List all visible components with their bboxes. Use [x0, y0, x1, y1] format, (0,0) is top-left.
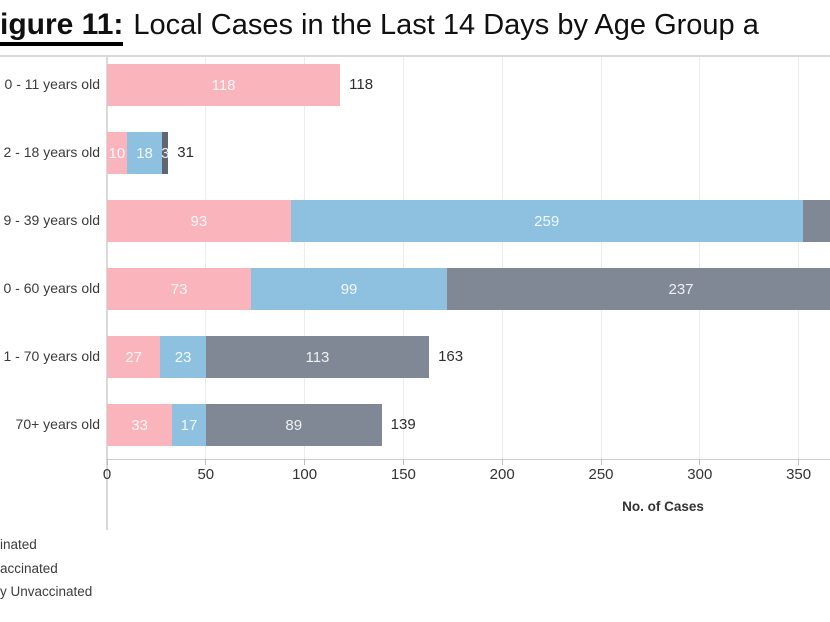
category-label: 9 - 39 years old — [3, 212, 101, 228]
bar-value-label: 23 — [174, 348, 192, 366]
panel-border-top — [0, 55, 830, 57]
category-label: 1 - 70 years old — [3, 348, 101, 364]
axis-tick — [699, 459, 701, 465]
axis-tick-label: 0 — [102, 466, 112, 483]
bar-value-label: 259 — [534, 212, 560, 230]
bar-value-label: 73 — [170, 280, 188, 298]
bar-value-label: 237 — [668, 280, 694, 298]
bar-value-label: 99 — [340, 280, 358, 298]
axis-tick-label: 300 — [687, 466, 713, 483]
x-axis-title: No. of Cases — [622, 499, 704, 514]
gridline — [205, 57, 207, 459]
gridline — [304, 57, 306, 459]
axis-tick-label: 200 — [489, 466, 515, 483]
bar-value-label: 27 — [125, 348, 143, 366]
axis-tick-label: 100 — [292, 466, 318, 483]
bar-segment-pink[interactable]: 10 — [107, 132, 127, 174]
bar-segment-gray[interactable]: 89 — [205, 404, 382, 446]
gridline — [699, 57, 701, 459]
legend-item[interactable]: accinated — [0, 560, 58, 576]
bar-segment-blue[interactable]: 99 — [251, 268, 447, 310]
axis-tick-label: 150 — [390, 466, 416, 483]
bar-segment-gray[interactable]: 237 — [446, 268, 830, 310]
bar-segment-blue[interactable]: 23 — [160, 336, 206, 378]
figure-title: igure 11: Local Cases in the Last 14 Days… — [0, 8, 759, 46]
axis-tick-label: 250 — [588, 466, 614, 483]
bar-value-label: 3 — [161, 144, 170, 162]
bar-total-label: 139 — [390, 416, 416, 433]
bar-value-label: 118 — [211, 76, 236, 94]
bar-segment-pink[interactable]: 33 — [107, 404, 173, 446]
gridline — [798, 57, 800, 459]
axis-tick — [106, 459, 108, 465]
axis-tick — [402, 459, 404, 465]
figure-number: igure 11: — [0, 8, 124, 46]
bar-segment-blue[interactable]: 17 — [172, 404, 206, 446]
bar-segment-blue[interactable]: 259 — [290, 200, 803, 242]
bar-total-label: 118 — [349, 76, 374, 93]
bar-value-label: 93 — [190, 212, 208, 230]
x-axis-line — [106, 459, 830, 460]
bar-segment-blue[interactable]: 18 — [126, 132, 163, 174]
axis-tick — [600, 459, 602, 465]
gridline — [600, 57, 602, 459]
legend-item[interactable]: y Unvaccinated — [0, 584, 93, 599]
axis-tick — [798, 459, 800, 465]
axis-tick — [304, 459, 306, 465]
category-label: 0 - 11 years old — [4, 76, 100, 92]
category-label: 0 - 60 years old — [3, 280, 101, 296]
category-label: 2 - 18 years old — [3, 144, 101, 160]
category-label: 70+ years old — [15, 416, 100, 432]
bar-segment-pink[interactable]: 93 — [107, 200, 291, 242]
figure-title-text: Local Cases in the Last 14 Days by Age G… — [133, 9, 759, 41]
axis-tick-label: 350 — [786, 466, 812, 483]
gridline — [501, 57, 503, 459]
bar-value-label: 17 — [180, 416, 198, 434]
axis-tick — [205, 459, 207, 465]
axis-tick — [501, 459, 503, 465]
legend-item[interactable]: inated — [0, 537, 37, 552]
bar-segment-pink[interactable]: 27 — [107, 336, 161, 378]
bar-value-label: 113 — [305, 348, 330, 366]
bar-segment-gray_dark[interactable]: 3 — [161, 132, 170, 174]
gridline — [402, 57, 404, 459]
legend: inated accinated y Unvaccinated — [0, 533, 92, 604]
bar-segment-pink[interactable]: 118 — [107, 64, 341, 106]
bar-total-label: 163 — [438, 348, 464, 365]
bar-total-label: 31 — [177, 144, 194, 161]
bar-value-label: 33 — [131, 416, 148, 434]
bar-segment-gray[interactable]: 113 — [205, 336, 430, 378]
bar-value-label: 89 — [285, 416, 303, 434]
bar-value-label: 10 — [108, 144, 126, 162]
bar-segment-pink[interactable]: 73 — [107, 268, 252, 310]
bar-value-label: 18 — [136, 144, 153, 162]
bar-segment-gray[interactable] — [802, 200, 830, 242]
axis-tick-label: 50 — [197, 466, 215, 483]
